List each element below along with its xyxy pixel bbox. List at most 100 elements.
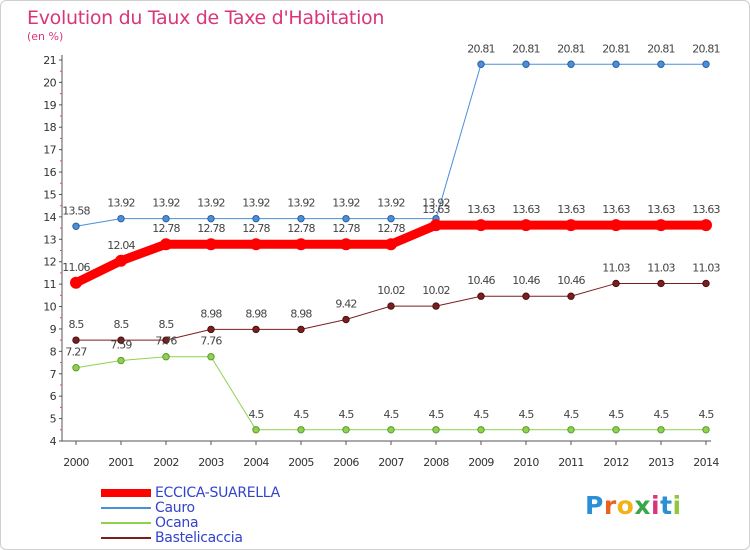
data-point-bastelicaccia xyxy=(117,336,125,344)
data-label-cauro: 20.81 xyxy=(467,42,495,55)
data-point-bastelicaccia xyxy=(72,336,80,344)
data-point-eccica-suarella xyxy=(295,238,307,251)
y-tick-label: 12 xyxy=(43,256,56,269)
x-tick-label: 2008 xyxy=(423,456,449,469)
logo-letter: i xyxy=(651,491,661,520)
data-point-bastelicaccia xyxy=(297,325,305,334)
y-tick-label: 14 xyxy=(43,211,56,224)
data-label-bastelicaccia: 10.46 xyxy=(512,274,540,287)
data-point-bastelicaccia xyxy=(612,279,620,288)
x-tick-label: 2011 xyxy=(558,456,584,469)
data-point-ocana xyxy=(72,364,80,372)
data-label-bastelicaccia: 10.02 xyxy=(422,284,450,297)
data-label-ocana: 7.76 xyxy=(155,335,177,348)
data-label-eccica-suarella: 13.63 xyxy=(602,203,630,216)
data-label-ocana: 7.27 xyxy=(65,346,87,359)
data-label-eccica-suarella: 12.78 xyxy=(377,222,405,235)
legend-swatch xyxy=(101,489,151,497)
data-label-bastelicaccia: 8.5 xyxy=(158,318,174,331)
proxiti-logo: Proxiti xyxy=(585,491,682,520)
x-tick-label: 2013 xyxy=(648,456,674,469)
data-point-ocana xyxy=(342,426,350,434)
x-tick-label: 2012 xyxy=(603,456,629,469)
data-point-eccica-suarella xyxy=(520,219,532,232)
data-point-eccica-suarella xyxy=(430,219,442,232)
data-label-eccica-suarella: 13.63 xyxy=(557,203,585,216)
data-point-cauro xyxy=(72,222,80,230)
data-label-cauro: 20.81 xyxy=(512,42,540,55)
data-point-ocana xyxy=(252,426,260,434)
data-point-ocana xyxy=(387,426,395,434)
data-point-cauro xyxy=(522,60,530,68)
data-point-cauro xyxy=(342,214,350,223)
y-tick-label: 16 xyxy=(43,166,56,179)
y-tick-label: 20 xyxy=(43,76,56,89)
data-label-eccica-suarella: 12.78 xyxy=(332,222,360,235)
data-label-ocana: 4.5 xyxy=(338,408,354,421)
data-label-bastelicaccia: 8.5 xyxy=(113,318,129,331)
data-label-bastelicaccia: 8.98 xyxy=(290,307,312,320)
y-tick-label: 6 xyxy=(50,390,57,403)
data-point-cauro xyxy=(612,60,620,68)
data-point-eccica-suarella xyxy=(250,238,262,251)
data-label-bastelicaccia: 10.46 xyxy=(467,274,495,287)
legend-label: Ocana xyxy=(155,515,199,531)
data-point-cauro xyxy=(117,214,125,223)
data-point-cauro xyxy=(387,214,395,223)
data-label-ocana: 4.5 xyxy=(248,408,264,421)
y-tick-label: 21 xyxy=(43,54,56,67)
data-point-bastelicaccia xyxy=(702,279,710,288)
x-tick-label: 2000 xyxy=(63,456,89,469)
data-label-bastelicaccia: 11.03 xyxy=(602,261,630,274)
data-point-eccica-suarella xyxy=(385,238,397,251)
data-label-eccica-suarella: 13.63 xyxy=(467,203,495,216)
data-label-cauro: 13.92 xyxy=(377,197,405,210)
data-label-cauro: 20.81 xyxy=(692,42,720,55)
data-label-eccica-suarella: 13.63 xyxy=(647,203,675,216)
data-point-bastelicaccia xyxy=(342,315,350,324)
data-labels: 8.5 8.5 8.5 8.98 8.98 8.98 9.42 10.02 10.02 10.46… xyxy=(62,42,721,421)
data-label-cauro: 13.58 xyxy=(62,204,90,217)
data-point-cauro xyxy=(297,214,305,223)
chart-subtitle: (en %) xyxy=(27,30,64,43)
data-point-cauro xyxy=(702,60,710,68)
data-label-ocana: 4.5 xyxy=(293,408,309,421)
logo-letter: x xyxy=(634,491,651,520)
legend-label: ECCICA-SUARELLA xyxy=(155,485,280,501)
data-label-cauro: 13.92 xyxy=(332,197,360,210)
x-tick-label: 2010 xyxy=(513,456,539,469)
x-tick-label: 2005 xyxy=(288,456,314,469)
data-point-bastelicaccia xyxy=(207,325,215,334)
data-point-bastelicaccia xyxy=(387,302,395,310)
chart-title: Evolution du Taux de Taxe d'Habitation xyxy=(27,7,385,29)
data-point-ocana xyxy=(657,426,665,434)
y-tick-label: 8 xyxy=(50,345,57,358)
y-tick-label: 5 xyxy=(50,413,57,426)
data-label-cauro: 13.92 xyxy=(242,197,270,210)
data-label-cauro: 20.81 xyxy=(557,42,585,55)
data-label-ocana: 4.5 xyxy=(383,408,399,421)
data-point-ocana xyxy=(207,353,215,361)
x-tick-label: 2001 xyxy=(108,456,134,469)
legend-swatch xyxy=(101,507,151,509)
data-point-eccica-suarella xyxy=(655,219,667,232)
legend-swatch xyxy=(101,537,151,539)
data-point-ocana xyxy=(522,426,530,434)
data-label-eccica-suarella: 13.63 xyxy=(692,203,720,216)
data-point-cauro xyxy=(162,214,170,223)
y-tick-label: 17 xyxy=(43,144,56,157)
data-label-ocana: 4.5 xyxy=(653,408,669,421)
y-tick-label: 4 xyxy=(50,435,57,448)
data-point-ocana xyxy=(612,426,620,434)
data-label-cauro: 13.92 xyxy=(197,197,225,210)
data-label-ocana: 4.5 xyxy=(518,408,534,421)
data-point-cauro xyxy=(657,60,665,68)
y-tick-label: 13 xyxy=(43,233,56,246)
data-label-eccica-suarella: 12.78 xyxy=(242,222,270,235)
data-point-ocana xyxy=(297,426,305,434)
axes: 4 5 6 7 8 9 10 11 12 13 14 15 16 17 18 19 20 21 2000 2001 20… xyxy=(43,54,720,469)
y-tick-label: 9 xyxy=(50,323,57,336)
data-label-bastelicaccia: 10.02 xyxy=(377,284,405,297)
legend-swatch xyxy=(101,522,151,524)
